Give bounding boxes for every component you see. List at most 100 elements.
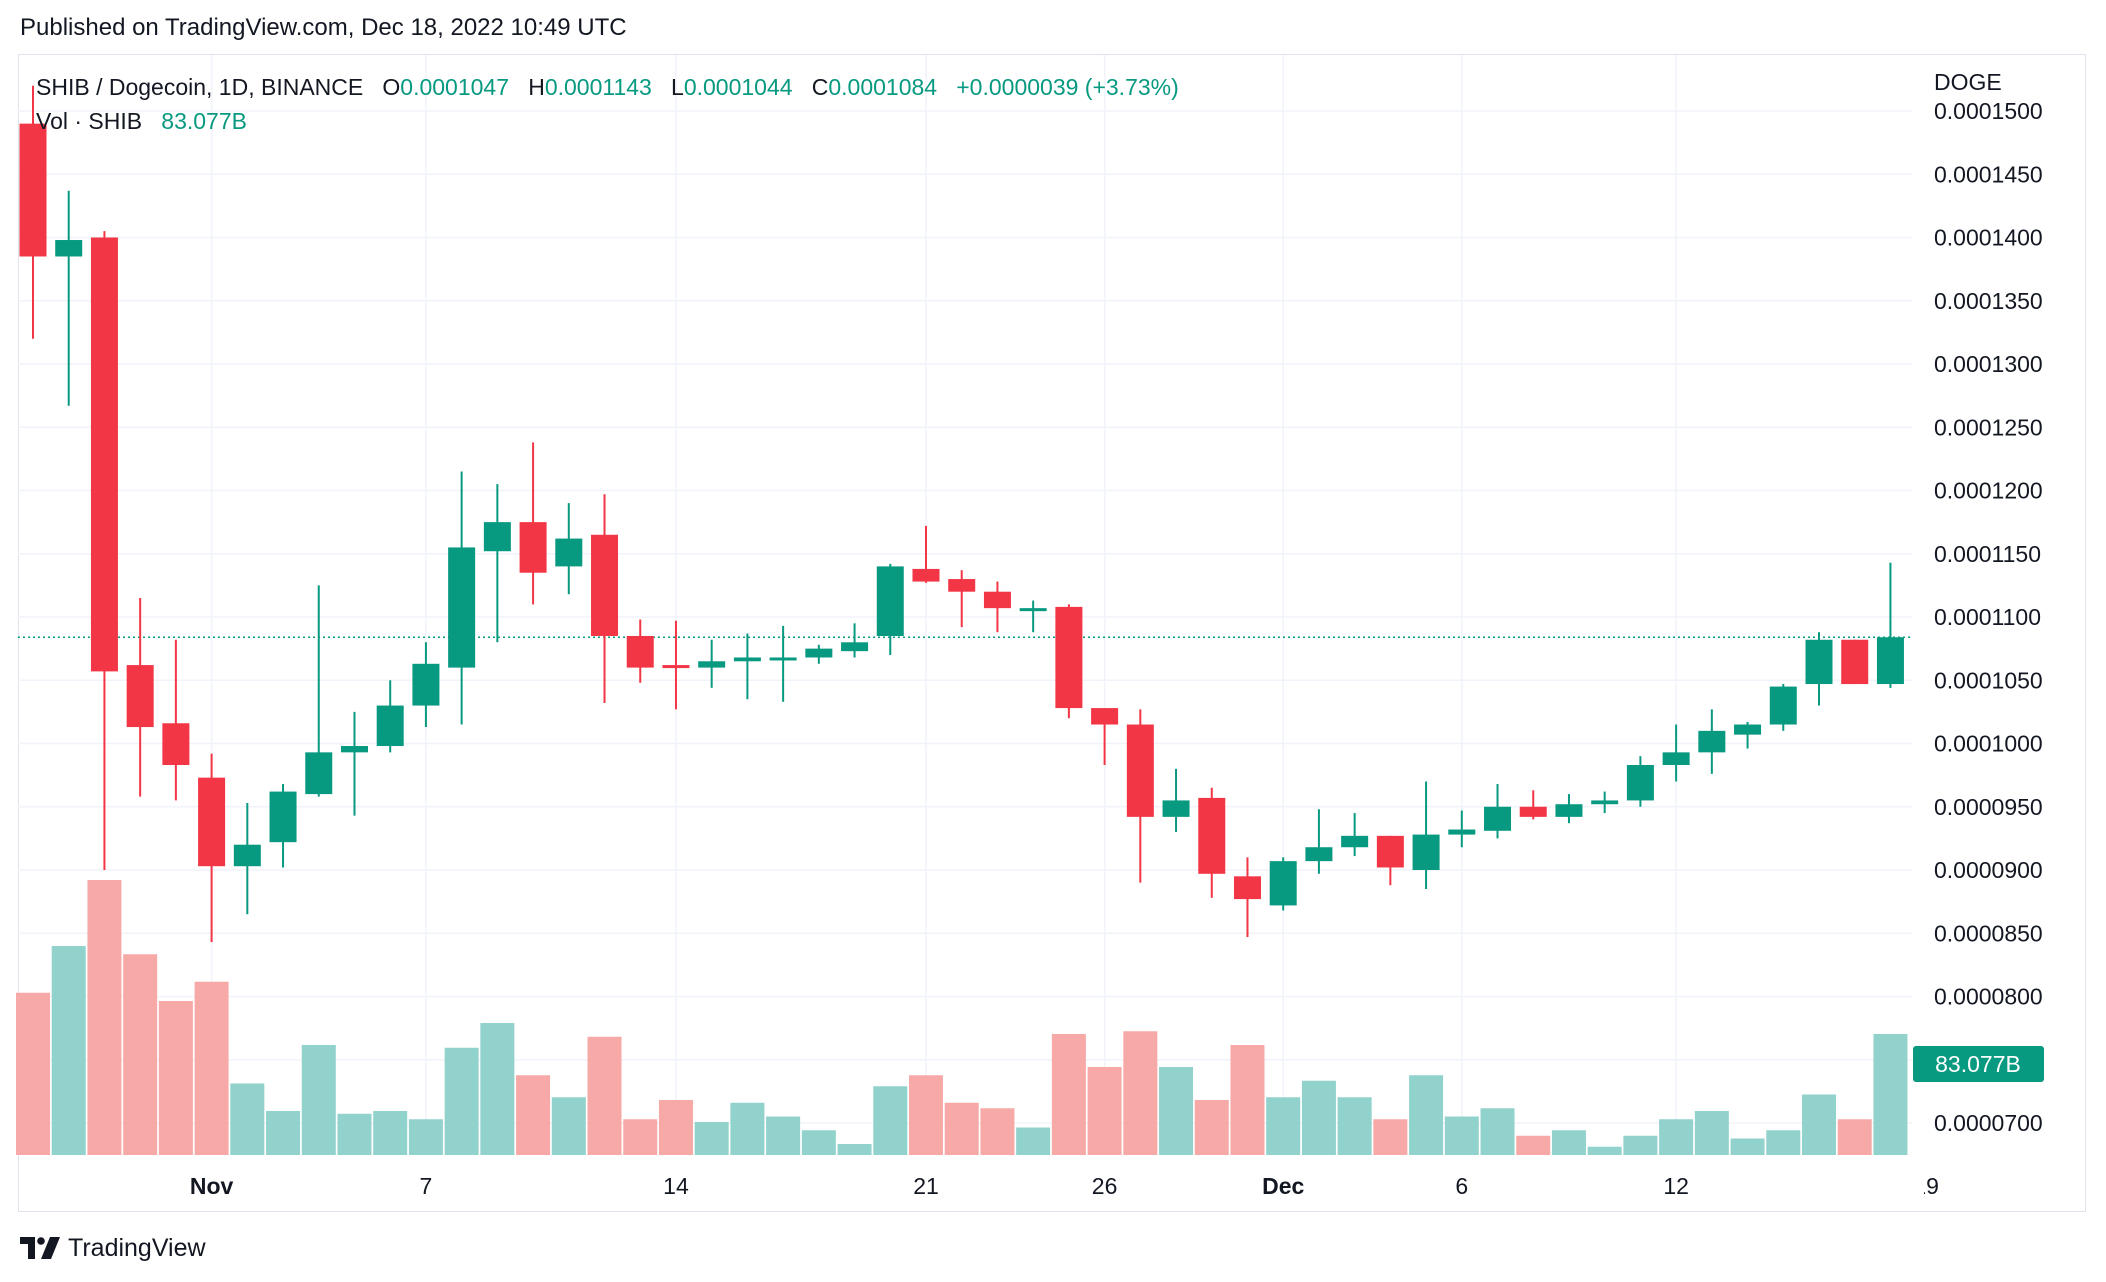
candle-body [340,746,368,753]
volume-bar [1516,1135,1551,1155]
candle-body [1876,637,1904,685]
high-value: 0.0001143 [544,74,652,100]
candle [1448,810,1476,848]
volume-bar [158,1001,193,1155]
time-tick-label: Dec [1262,1173,1304,1199]
candle-body [1055,606,1083,709]
candle [841,623,869,658]
grid-layer [18,55,1927,1155]
price-tick-label: 0.0001450 [1934,161,2043,187]
candle-body [805,648,833,658]
candle [483,484,511,643]
volume-bar [444,1047,479,1155]
volume-bars [16,880,1908,1155]
volume-value: 83.077B [161,108,247,134]
time-tick-label: 21 [913,1173,939,1199]
time-tick-label: 26 [1092,1173,1118,1199]
volume-bar [1337,1097,1372,1155]
price-tick-label: 0.0000900 [1934,857,2043,883]
candle-body [662,665,690,669]
candle [126,598,154,797]
candle-body [1341,835,1369,848]
volume-bar [551,1097,586,1155]
candle-body [912,568,940,582]
candle-body [269,791,297,843]
volume-bar [1016,1127,1051,1155]
candle-body [1233,876,1261,900]
candle [1091,708,1119,766]
volume-bar [837,1144,872,1155]
symbol-title[interactable]: SHIB / Dogecoin, 1D, BINANCE [36,74,364,100]
candle-body [1126,724,1154,817]
candle [1734,721,1762,749]
volume-bar [944,1102,979,1155]
volume-bar [1051,1034,1086,1155]
time-tick-label: 12 [1663,1173,1689,1199]
candle [662,620,690,710]
symbol-legend: SHIB / Dogecoin, 1D, BINANCE O0.0001047 … [36,70,1179,138]
volume-bar [301,1045,336,1155]
candle [805,644,833,664]
price-axis[interactable]: DOGE 0.0001500 0.0001450 0.0001400 0.0001350… [1913,55,2085,1155]
volume-badge-text: 83.077B [1935,1051,2021,1077]
price-tick-label: 0.0000850 [1934,920,2043,946]
candle [876,563,904,655]
candle [448,471,476,725]
time-axis[interactable]: Nov 7 14 21 26 Dec 6 12 19 [190,1160,1939,1210]
candle [340,711,368,816]
volume-bar [1409,1075,1444,1155]
candle-body [305,752,333,795]
candle [19,85,47,339]
volume-bar [516,1075,551,1155]
candle [269,783,297,868]
close-label: C [811,74,829,100]
candle [1126,709,1154,883]
volume-bar [658,1100,693,1155]
price-tick-label: 0.0001350 [1934,288,2043,314]
price-tick-label: 0.0001500 [1934,98,2043,124]
volume-bar [1480,1108,1515,1155]
volume-bar [230,1083,265,1155]
candle [1055,604,1083,719]
price-tick-label: 0.0000800 [1934,984,2043,1010]
candle [519,442,547,605]
currency-label: DOGE [1934,69,2002,95]
volume-label-badge [1913,1046,2044,1082]
candle-body [448,547,476,668]
candle [698,639,726,688]
candle-body [1448,829,1476,835]
candle [1198,787,1226,898]
candle [1233,857,1261,938]
candle-body [126,665,154,728]
low-label: L [671,74,684,100]
volume-bar [51,946,86,1155]
candle-body [1412,834,1440,870]
candle-body [483,522,511,552]
volume-bar [266,1111,301,1155]
volume-bar [587,1036,622,1155]
candle-body [876,566,904,636]
candle-body [1198,797,1226,874]
candle-body [1769,686,1797,725]
candle-body [1376,835,1404,868]
volume-bar [194,981,229,1155]
candle [1019,600,1047,633]
footer-brand[interactable]: TradingView [20,1232,206,1264]
candle-body [1841,639,1869,685]
candle-body [983,591,1011,609]
volume-label[interactable]: Vol · SHIB [36,108,143,134]
time-tick-label: 14 [663,1173,689,1199]
chart-frame [18,54,2086,1212]
candle [1305,809,1333,874]
candle [1769,684,1797,731]
candle [733,633,761,700]
candle-body [1698,730,1726,753]
candle-body [233,844,261,867]
price-tick-label: 0.0000950 [1934,794,2043,820]
candle-body [555,538,583,567]
candle [1805,632,1833,706]
price-tick-label: 0.0001050 [1934,667,2043,693]
volume-bar [1266,1097,1301,1155]
volume-bar [801,1130,836,1155]
